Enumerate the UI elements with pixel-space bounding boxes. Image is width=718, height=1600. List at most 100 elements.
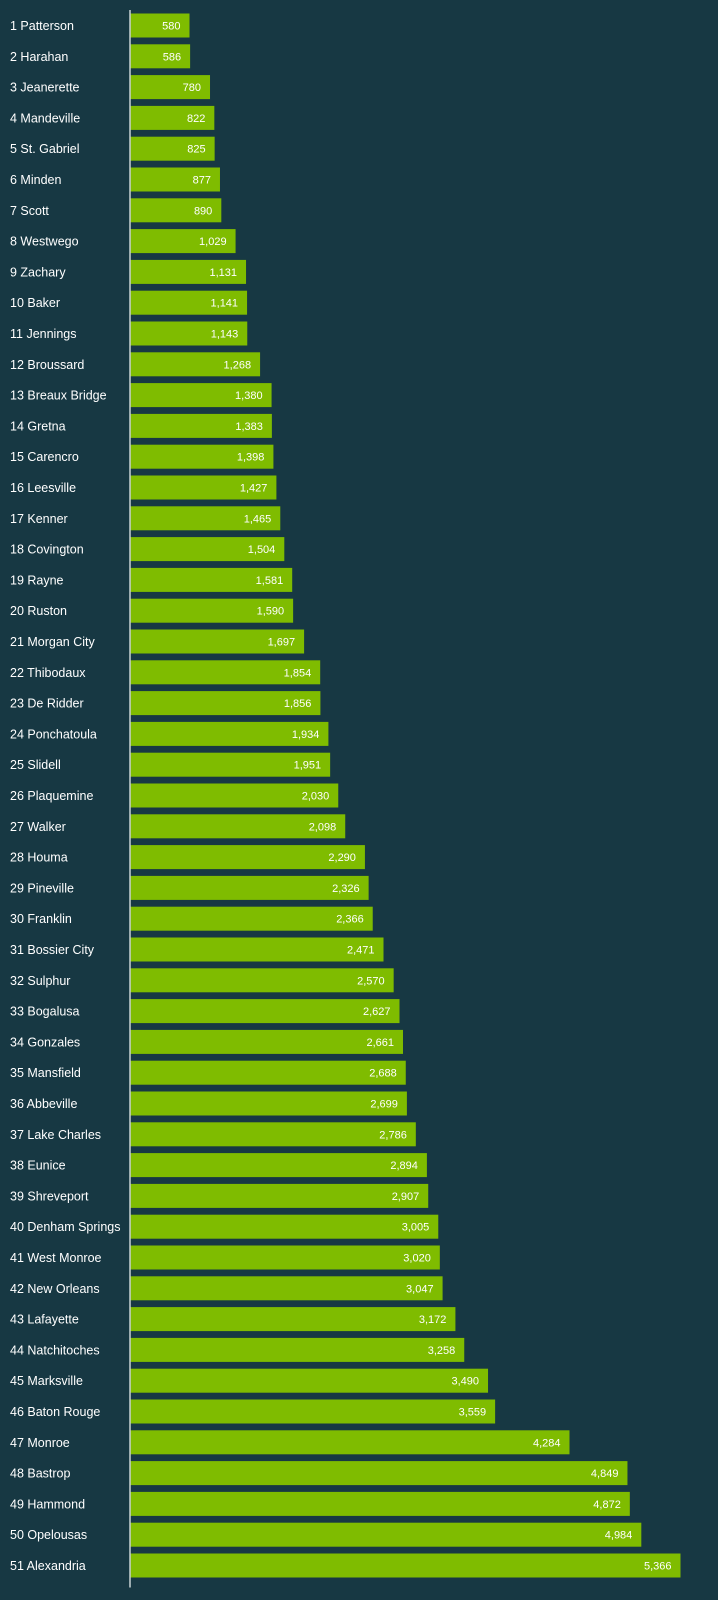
bar — [130, 1307, 456, 1332]
value-label: 4,284 — [533, 1437, 561, 1449]
category-label: 16 Leesville — [10, 481, 76, 495]
bar — [130, 1491, 630, 1516]
bar — [130, 290, 248, 315]
value-label: 1,697 — [268, 637, 296, 649]
value-label: 1,427 — [240, 483, 268, 495]
category-label: 2 Harahan — [10, 50, 68, 64]
value-label: 1,934 — [292, 729, 320, 741]
category-label: 13 Breaux Bridge — [10, 389, 107, 403]
bar — [130, 105, 215, 130]
value-label: 5,366 — [644, 1561, 672, 1573]
bar — [130, 1337, 465, 1362]
value-label: 4,872 — [593, 1499, 621, 1511]
bar — [130, 352, 261, 377]
category-label: 43 Lafayette — [10, 1313, 79, 1327]
value-label: 3,020 — [403, 1253, 431, 1265]
category-label: 46 Baton Rouge — [10, 1405, 100, 1419]
category-label: 19 Rayne — [10, 573, 64, 587]
value-label: 1,504 — [248, 544, 276, 556]
bar — [130, 968, 394, 993]
value-label: 3,559 — [459, 1407, 487, 1419]
bar — [130, 1153, 427, 1178]
bars-group — [130, 13, 681, 1578]
bar — [130, 1430, 570, 1455]
category-label: 25 Slidell — [10, 758, 61, 772]
bar — [130, 1276, 443, 1301]
value-label: 780 — [183, 82, 201, 94]
category-label: 24 Ponchatoula — [10, 727, 97, 741]
value-label: 1,465 — [244, 513, 272, 525]
bar — [130, 506, 281, 531]
bar — [130, 1183, 429, 1208]
value-label: 2,699 — [370, 1099, 398, 1111]
category-label: 37 Lake Charles — [10, 1128, 101, 1142]
bar — [130, 1368, 489, 1393]
bar — [130, 629, 305, 654]
category-label: 3 Jeanerette — [10, 81, 80, 95]
bar — [130, 1060, 406, 1085]
bar — [130, 598, 294, 623]
bar — [130, 1245, 440, 1270]
value-label: 1,141 — [211, 298, 239, 310]
value-label: 2,570 — [357, 975, 385, 987]
value-label: 1,854 — [284, 667, 312, 679]
value-label: 825 — [187, 144, 205, 156]
category-label: 50 Opelousas — [10, 1528, 87, 1542]
bar — [130, 660, 321, 685]
category-label: 28 Houma — [10, 851, 68, 865]
value-label: 2,366 — [336, 914, 364, 926]
value-labels-group: 580 586 780 822 825 877 890 1,029 1,131 1,141 1,14… — [162, 21, 671, 1573]
value-label: 1,398 — [237, 452, 265, 464]
value-label: 1,951 — [294, 760, 322, 772]
value-label: 4,984 — [605, 1530, 633, 1542]
value-label: 586 — [163, 51, 181, 63]
bar — [130, 475, 277, 500]
value-label: 2,627 — [363, 1006, 391, 1018]
category-label: 27 Walker — [10, 820, 66, 834]
value-label: 2,290 — [328, 852, 356, 864]
value-label: 2,098 — [309, 821, 337, 833]
bar — [130, 229, 236, 254]
category-label: 11 Jennings — [10, 327, 77, 341]
category-label: 51 Alexandria — [10, 1559, 86, 1573]
category-label: 18 Covington — [10, 543, 84, 557]
value-label: 1,380 — [235, 390, 263, 402]
value-label: 3,490 — [452, 1376, 480, 1388]
value-label: 3,005 — [402, 1222, 430, 1234]
bar — [130, 1214, 439, 1239]
category-label: 34 Gonzales — [10, 1035, 80, 1049]
bar — [130, 13, 190, 38]
value-label: 877 — [193, 175, 211, 187]
value-label: 890 — [194, 205, 212, 217]
category-label: 35 Mansfield — [10, 1066, 81, 1080]
category-label: 15 Carencro — [10, 450, 79, 464]
bar — [130, 136, 215, 161]
category-label: 49 Hammond — [10, 1497, 85, 1511]
bar — [130, 875, 369, 900]
category-label: 29 Pineville — [10, 881, 74, 895]
value-label: 1,590 — [257, 606, 285, 618]
bar — [130, 1553, 681, 1578]
bar — [130, 691, 321, 716]
value-label: 2,030 — [302, 791, 330, 803]
bar — [130, 259, 247, 284]
value-label: 3,172 — [419, 1314, 447, 1326]
bar — [130, 937, 384, 962]
value-label: 2,661 — [366, 1037, 394, 1049]
value-label: 3,047 — [406, 1283, 434, 1295]
value-label: 1,383 — [235, 421, 263, 433]
category-label: 48 Bastrop — [10, 1467, 71, 1481]
bar — [130, 1522, 642, 1547]
category-label: 40 Denham Springs — [10, 1220, 120, 1234]
value-label: 2,907 — [392, 1191, 420, 1203]
category-label: 4 Mandeville — [10, 111, 80, 125]
category-label: 1 Patterson — [10, 19, 74, 33]
bar — [130, 1461, 628, 1486]
category-label: 17 Kenner — [10, 512, 68, 526]
category-label: 45 Marksville — [10, 1374, 83, 1388]
category-label: 5 St. Gabriel — [10, 142, 79, 156]
category-label: 41 West Monroe — [10, 1251, 102, 1265]
category-label: 39 Shreveport — [10, 1189, 89, 1203]
bar — [130, 1029, 403, 1054]
